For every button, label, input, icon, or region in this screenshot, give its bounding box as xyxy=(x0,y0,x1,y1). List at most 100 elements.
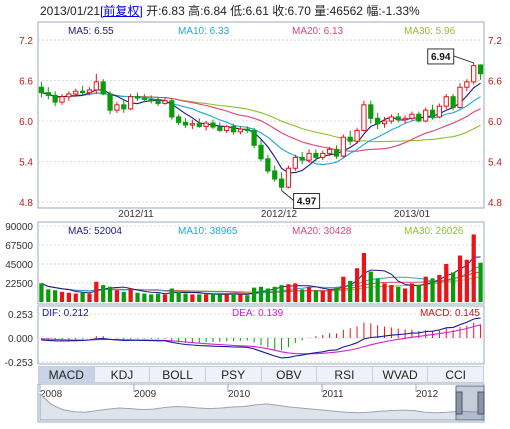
annotation-high-box xyxy=(427,48,455,65)
price-y-tick-right: 6.6 xyxy=(488,77,502,88)
volume-bar xyxy=(142,293,147,302)
quote-low: 低:6.61 xyxy=(230,4,269,18)
volume-bar xyxy=(286,284,291,302)
tab-rsi[interactable]: RSI xyxy=(317,366,373,383)
adjust-link[interactable]: [前复权] xyxy=(100,4,143,18)
volume-bar xyxy=(354,268,360,302)
volume-ma-legend: MA5: 52004 MA10: 38965 MA20: 30428 MA30:… xyxy=(68,226,464,237)
quote-close: 收:6.70 xyxy=(272,4,311,18)
candle-body xyxy=(423,109,429,122)
price-annotations: 6.94 4.97 xyxy=(281,48,474,210)
volume-bar xyxy=(73,293,78,302)
volume-bar xyxy=(430,278,435,302)
overview-year-label: 2009 xyxy=(134,389,157,400)
volume-bar xyxy=(169,288,174,302)
candle-body xyxy=(176,116,182,123)
candle-body xyxy=(251,129,257,146)
tab-macd[interactable]: MACD xyxy=(38,366,95,383)
volume-bar xyxy=(341,276,346,302)
tab-label: RSI xyxy=(334,367,355,382)
candle-body xyxy=(169,100,175,118)
candle-body xyxy=(196,123,202,127)
candle-body xyxy=(381,120,388,125)
volume-bar xyxy=(107,286,113,302)
candle-body xyxy=(368,104,374,119)
candle-body xyxy=(340,136,346,157)
annotation-high-line xyxy=(453,55,474,64)
volume-bar xyxy=(416,285,421,302)
volume-bar xyxy=(389,285,394,302)
volume-bar xyxy=(444,264,449,302)
overview-year-label: 2008 xyxy=(40,389,63,400)
macd-histogram xyxy=(40,322,482,351)
tab-label: BOLL xyxy=(162,367,193,382)
overview-right-handle[interactable] xyxy=(477,391,485,415)
annotation-high-label: 6.94 xyxy=(431,52,451,63)
candle-body xyxy=(395,116,401,121)
overview-year-label: 2011 xyxy=(322,389,344,400)
volume-bar xyxy=(203,294,209,302)
candle-body xyxy=(457,86,463,108)
quote-change: 幅:-1.33% xyxy=(366,4,420,18)
price-y-tick-right: 6.0 xyxy=(488,117,502,128)
volume-bar xyxy=(457,255,463,302)
quote-header: 2013/01/21[前复权] 开:6.83 高:6.84 低:6.61 收:6… xyxy=(40,2,420,19)
candle-body xyxy=(86,89,93,94)
volume-bar xyxy=(53,290,58,302)
price-y-tick-right: 7.2 xyxy=(488,36,502,47)
volume-bar xyxy=(190,294,195,302)
overview-left-handle[interactable] xyxy=(455,391,463,415)
tab-obv[interactable]: OBV xyxy=(261,366,318,383)
volume-bar xyxy=(306,286,312,302)
volume-bar xyxy=(135,292,140,302)
price-y-tick-left: 6.0 xyxy=(19,117,33,128)
volume-bar xyxy=(66,292,72,302)
candle-body xyxy=(306,152,312,161)
candle-body xyxy=(320,152,326,158)
tab-label: CCI xyxy=(445,367,467,382)
volume-bar xyxy=(162,294,168,302)
legend-ma20: MA20: 6.13 xyxy=(292,26,344,37)
candle-body xyxy=(285,167,292,188)
tab-boll[interactable]: BOLL xyxy=(150,366,206,383)
price-y-tick-right: 4.8 xyxy=(488,198,502,209)
candle-body xyxy=(189,123,196,126)
candle-body xyxy=(292,156,298,169)
candle-body xyxy=(354,129,360,142)
x-tick-2012-11: 2012/11 xyxy=(118,209,154,220)
volume-bar xyxy=(101,285,106,302)
volume-bar xyxy=(334,287,339,302)
candle-body xyxy=(471,65,477,83)
volume-bar xyxy=(402,288,408,302)
candle-body xyxy=(93,81,99,91)
tab-kdj[interactable]: KDJ xyxy=(94,366,151,383)
candle-body xyxy=(333,148,340,157)
tab-cci[interactable]: CCI xyxy=(428,366,484,383)
overview-range-selector[interactable] xyxy=(455,385,485,421)
annotation-low-line xyxy=(281,190,294,201)
candle-body xyxy=(45,92,51,96)
candle-body xyxy=(162,100,168,104)
volume-bar xyxy=(272,286,277,302)
legend-ma30: MA30: 5.96 xyxy=(404,26,456,37)
volume-bar xyxy=(238,294,243,302)
candle-body xyxy=(299,156,305,161)
tab-psy[interactable]: PSY xyxy=(205,366,262,383)
volume-bar xyxy=(320,291,325,302)
volume-bar xyxy=(471,234,476,302)
tab-wvad[interactable]: WVAD xyxy=(372,366,429,383)
volume-bar xyxy=(279,285,284,302)
candle-body xyxy=(326,148,333,154)
dif-line xyxy=(41,317,481,359)
volume-y-axis: 90000 67500 45000 22500 xyxy=(5,222,33,290)
candle-body xyxy=(244,128,250,131)
annotation-low-label: 4.97 xyxy=(297,197,317,208)
legend-vol-ma10: MA10: 38965 xyxy=(178,226,238,237)
volume-y-tick: 67500 xyxy=(5,241,33,252)
candle-body xyxy=(148,98,154,102)
quote-volume: 量:46562 xyxy=(314,4,363,18)
candle-body xyxy=(100,81,106,95)
volume-bar xyxy=(210,293,216,302)
